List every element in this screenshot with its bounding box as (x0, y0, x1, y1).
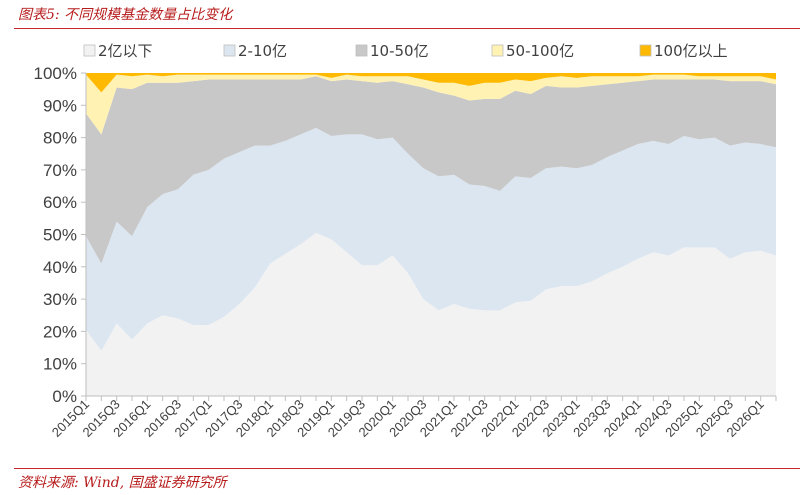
y-tick-label: 30% (43, 290, 77, 309)
legend-swatch (491, 44, 504, 57)
source-divider (14, 468, 800, 469)
legend-swatch (355, 44, 368, 57)
legend-label: 2-10亿 (238, 42, 287, 60)
legend-item-4: 100亿以上 (639, 42, 728, 60)
legend-label: 10-50亿 (370, 42, 429, 60)
legend-label: 100亿以上 (654, 42, 728, 60)
y-tick-label: 60% (43, 193, 77, 212)
area-layers (86, 73, 776, 396)
legend-item-2: 10-50亿 (355, 42, 429, 60)
y-tick-label: 40% (43, 258, 77, 277)
legend-item-1: 2-10亿 (223, 42, 287, 60)
y-tick-label: 80% (43, 129, 77, 148)
legend-label: 50-100亿 (506, 42, 574, 60)
y-tick-label: 20% (43, 322, 77, 341)
legend-item-0: 2亿以下 (83, 42, 153, 60)
y-tick-label: 100% (34, 64, 77, 83)
source-note: 资料来源: Wind, 国盛证券研究所 (18, 475, 227, 491)
title-divider (14, 28, 800, 29)
figure-title: 图表5: 不同规模基金数量占比变化 (18, 7, 233, 23)
y-tick-label: 90% (43, 96, 77, 115)
area-series-3 (86, 74, 776, 135)
y-tick-label: 0% (52, 387, 77, 406)
y-tick-label: 50% (43, 226, 77, 245)
area-series-4 (86, 73, 776, 93)
legend-swatch (83, 44, 96, 57)
area-series-0 (86, 232, 776, 396)
legend-label: 2亿以下 (98, 42, 153, 60)
y-tick-label: 10% (43, 355, 77, 374)
y-tick-label: 70% (43, 161, 77, 180)
area-series-2 (86, 76, 776, 264)
legend: 2亿以下 2-10亿 10-50亿 50-100亿 100亿以上 (83, 42, 728, 60)
legend-swatch (223, 44, 236, 57)
area-series-1 (86, 127, 776, 351)
legend-swatch (639, 44, 652, 57)
legend-item-3: 50-100亿 (491, 42, 574, 60)
